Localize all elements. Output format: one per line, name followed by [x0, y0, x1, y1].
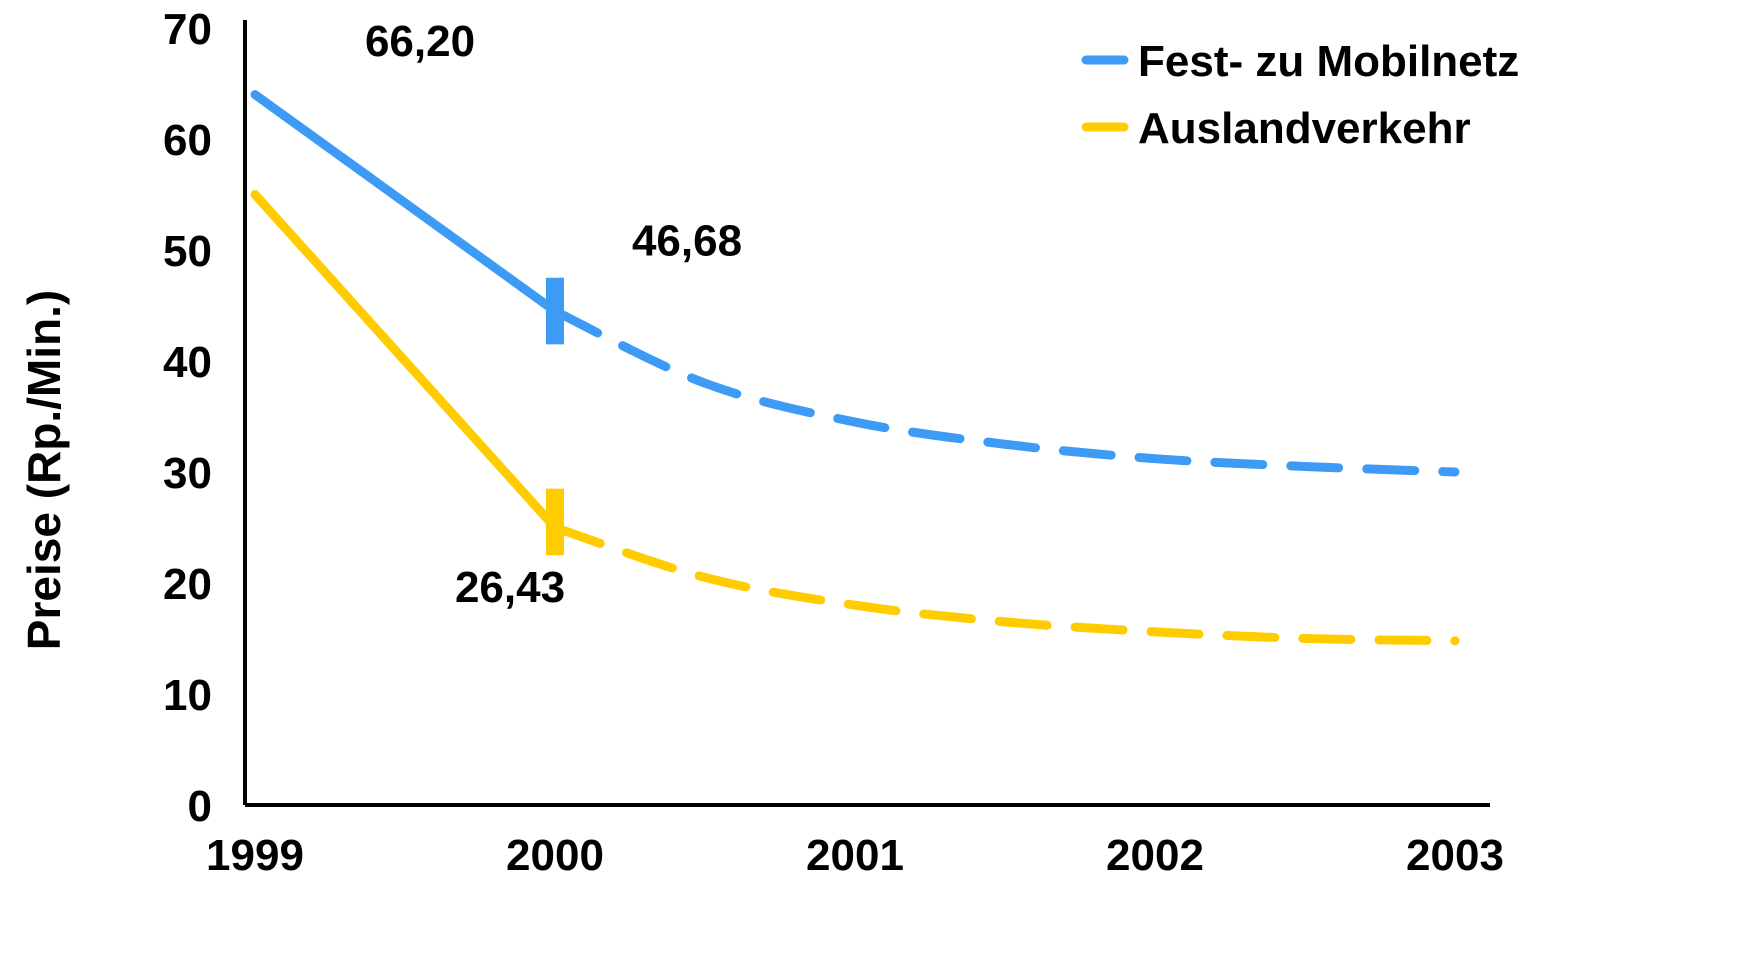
- y-tick-label: 30: [163, 449, 212, 498]
- legend: Fest- zu Mobilnetz Auslandverkehr: [1081, 37, 1519, 153]
- series-line-forecast: [550, 306, 1460, 477]
- y-tick-label: 70: [163, 5, 212, 54]
- series-2: [250, 190, 1460, 646]
- series-marker: [546, 277, 564, 345]
- data-label: 26,43: [455, 563, 565, 612]
- y-tick-label: 60: [163, 116, 212, 165]
- y-tick-label: 0: [188, 782, 212, 831]
- x-tick-label: 2002: [1106, 831, 1204, 880]
- series-1: [250, 90, 1460, 477]
- x-tick-label: 2000: [506, 831, 604, 880]
- x-axis-ticks: 1999 2000 2001 2002 2003: [206, 831, 1504, 880]
- y-axis-title: Preise (Rp./Min.): [18, 290, 70, 650]
- data-label: 66,20: [365, 17, 475, 66]
- series-line-actual: [250, 190, 560, 532]
- series-layer: [250, 90, 1460, 646]
- x-tick-label: 2003: [1406, 831, 1504, 880]
- series-marker: [546, 488, 564, 556]
- legend-label: Fest- zu Mobilnetz: [1138, 37, 1519, 86]
- x-tick-label: 2001: [806, 831, 904, 880]
- series-line-actual: [250, 90, 560, 316]
- data-labels: 66,20 46,68 26,43: [365, 17, 742, 612]
- data-label: 46,68: [632, 217, 742, 266]
- series-line-forecast: [550, 523, 1460, 646]
- x-tick-label: 1999: [206, 831, 304, 880]
- y-tick-label: 50: [163, 227, 212, 276]
- y-tick-label: 40: [163, 338, 212, 387]
- legend-label: Auslandverkehr: [1138, 104, 1471, 153]
- y-tick-label: 10: [163, 671, 212, 720]
- y-axis-ticks: 0 10 20 30 40 50 60 70: [163, 5, 212, 831]
- y-tick-label: 20: [163, 560, 212, 609]
